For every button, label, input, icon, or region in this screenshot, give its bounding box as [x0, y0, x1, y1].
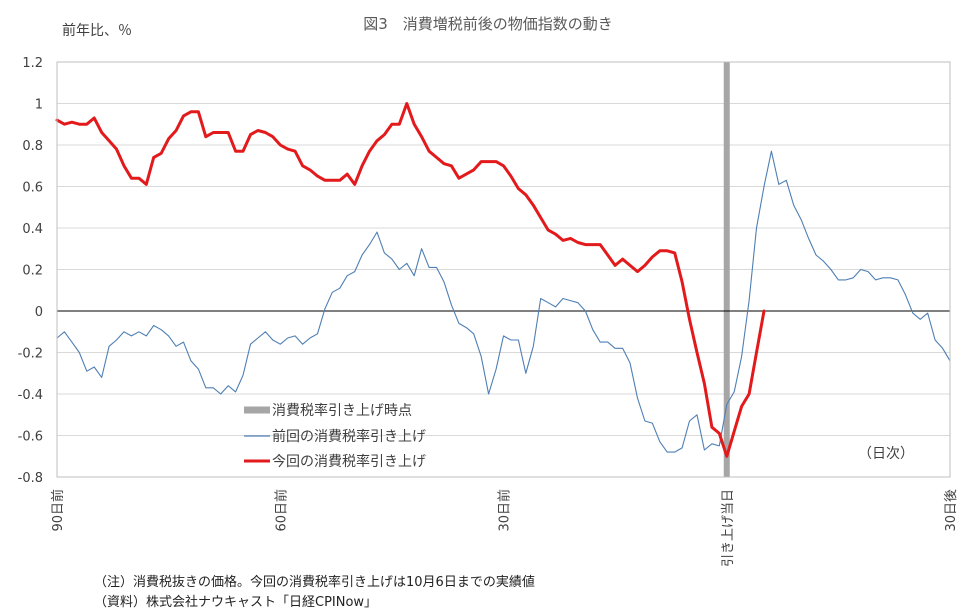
y-axis-label: 前年比、％	[62, 22, 132, 39]
y-tick-labels: 1.2 1 0.8 0.6 0.4 0.2 0 -0.2 -0.4 -0.6 -0.8	[18, 56, 43, 486]
x-tick-label: 60日前	[273, 489, 289, 532]
legend-label-2: 前回の消費税率引き上げ	[272, 428, 426, 445]
chart-title: 図3 消費増税前後の物価指数の動き	[363, 15, 613, 33]
y-tick-label: -0.2	[18, 347, 43, 362]
y-tick-label: 0.6	[22, 181, 43, 196]
x-tick-label: 90日前	[50, 489, 66, 532]
legend-label-3: 今回の消費税率引き上げ	[272, 453, 426, 470]
gridlines	[57, 61, 950, 478]
y-tick-label: 0.8	[22, 139, 43, 154]
footnote-source: （資料）株式会社ナウキャスト「日経CPINow」	[94, 595, 378, 610]
y-tick-label: 1.2	[22, 56, 43, 71]
series-layer	[55, 102, 951, 458]
tax-hike-marker	[723, 62, 730, 477]
series-line-2	[55, 102, 766, 458]
plot-area-border	[56, 61, 951, 478]
x-tick-label: 引き上げ当日	[721, 489, 736, 567]
marker-layer	[723, 62, 730, 477]
series-line-1	[56, 150, 951, 453]
y-tick-label: -0.8	[18, 471, 43, 486]
y-tick-label: 0.2	[22, 264, 43, 279]
x-tick-labels: 90日前 60日前 30日前 引き上げ当日 30日後	[50, 489, 959, 567]
y-tick-label: 0	[35, 305, 43, 320]
unit-label: （日次）	[858, 446, 914, 462]
x-tick-label: 30日前	[497, 489, 513, 532]
y-tick-label: -0.6	[18, 430, 43, 445]
legend-label-1: 消費税率引き上げ時点	[272, 402, 412, 419]
y-tick-label: 0.4	[22, 222, 43, 237]
y-tick-label: 1	[35, 98, 43, 113]
x-tick-label: 30日後	[944, 489, 959, 532]
footnote-note: （注）消費税抜きの価格。今回の消費税率引き上げは10月6日までの実績値	[94, 575, 535, 590]
y-tick-label: -0.4	[18, 388, 43, 403]
